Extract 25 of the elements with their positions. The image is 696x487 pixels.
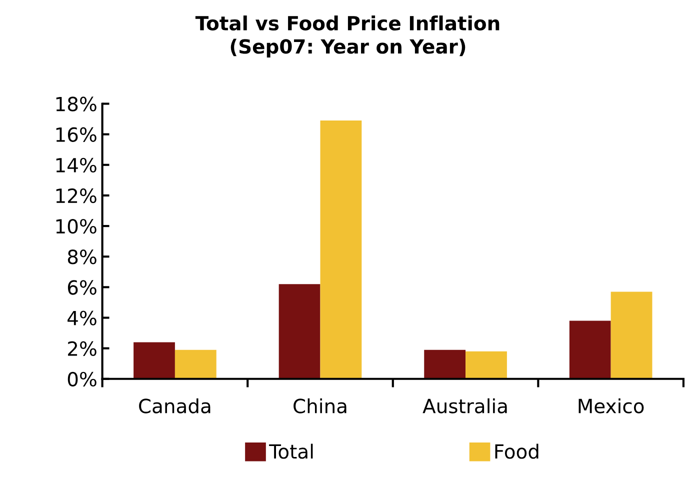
x-tick-label: Canada bbox=[139, 398, 210, 414]
bar bbox=[466, 351, 507, 379]
x-tick-label: China bbox=[294, 398, 346, 414]
bar bbox=[278, 284, 320, 379]
x-tick-label: Mexico bbox=[578, 398, 644, 414]
y-tick-label: 18% bbox=[56, 96, 96, 112]
y-tick-label: 8% bbox=[68, 250, 96, 264]
legend-label: Food bbox=[495, 444, 538, 459]
y-tick-label: 14% bbox=[56, 158, 96, 173]
legend-label: Total bbox=[269, 444, 313, 459]
y-tick-label: 6% bbox=[68, 280, 96, 295]
chart-title: Total vs Food Price Inflation (Sep07: Year on Year) bbox=[195, 15, 500, 58]
bar bbox=[174, 350, 216, 379]
y-tick-label: 10% bbox=[56, 218, 96, 234]
y-tick-label: 12% bbox=[56, 188, 96, 204]
bar bbox=[320, 120, 362, 379]
y-tick-label: 4% bbox=[68, 310, 96, 326]
y-tick-label: 0% bbox=[68, 372, 96, 387]
x-tick-label: Australia bbox=[422, 398, 507, 414]
y-tick-label: 16% bbox=[56, 127, 96, 142]
bar bbox=[424, 350, 466, 379]
bar bbox=[569, 320, 611, 379]
bar bbox=[134, 342, 175, 379]
y-tick-label: 2% bbox=[68, 341, 96, 356]
bar bbox=[610, 292, 652, 379]
